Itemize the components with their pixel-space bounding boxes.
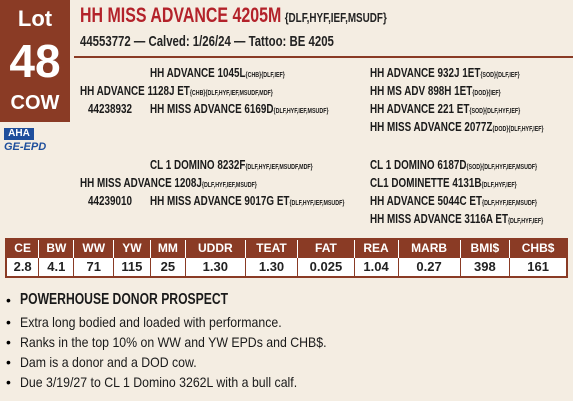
pedigree-name: CL 1 DOMINO 8232F (150, 157, 246, 172)
pedigree-tags: {CHB}{DLF,HYF,IEF,MSUDF,MDF} (189, 90, 273, 97)
epd-header: YW (113, 239, 151, 257)
epd-header: WW (73, 239, 115, 257)
pedigree-entry: HH ADVANCE 5044C ET{DLF,HYF,IEF,MSUDF} (370, 193, 537, 208)
lot-label: Lot (17, 6, 53, 31)
pedigree-name: CL 1 DOMINO 6187D (370, 157, 467, 172)
epd-value: 1.04 (353, 256, 399, 278)
header-line: HH MISS ADVANCE 4205M {DLF,HYF,IEF,MSUDF… (80, 4, 387, 28)
epd-value: 161 (509, 256, 568, 278)
pedigree-tags: {DOD}{IEF} (472, 90, 501, 97)
pedigree-entry: CL1 DOMINETTE 4131B{DLF,HYF,IEF} (370, 175, 517, 190)
pedigree-entry: CL 1 DOMINO 6187D{SOD}{DLF,HYF,IEF,MSUDF… (370, 157, 537, 172)
pedigree-entry: HH MS ADV 898H 1ET{DOD}{IEF} (370, 83, 501, 98)
notes-headline: POWERHOUSE DONOR PROSPECT (20, 291, 229, 308)
lot-number: 48 (9, 35, 61, 87)
epd-value: 0.025 (297, 256, 355, 278)
pedigree-name: CL1 DOMINETTE 4131B (370, 175, 482, 190)
pedigree-tags: {DLF,HYF,IEF,MSUDF} (201, 182, 257, 189)
lot-box: Lot 48 COW (0, 0, 70, 122)
pedigree-name: HH MISS ADVANCE 6169D (150, 101, 274, 116)
epd-header: MARB (398, 239, 461, 257)
bullet: • (6, 334, 11, 350)
epd-header: REA (354, 239, 399, 257)
pedigree-name: HH ADVANCE 1128J ET (80, 83, 190, 98)
pedigree-entry: HH ADVANCE 221 ET{SOD}{DLF,HYF,IEF} (370, 101, 520, 116)
pedigree-name: HH MISS ADVANCE 3116A ET (370, 211, 508, 226)
animal-name: HH MISS ADVANCE 4205M (80, 4, 282, 27)
pedigree-tags: {DLF,HYF,IEF,MSUDF,MDF} (245, 164, 313, 171)
pedigree-entry: HH ADVANCE 932J 1ET{SOD}{DLF,IEF} (370, 65, 520, 80)
epd-value: 115 (113, 256, 151, 278)
epd-header: CE (6, 239, 40, 257)
pedigree-name: HH MS ADV 898H 1ET (370, 83, 473, 98)
epd-header: CHB$ (509, 239, 568, 257)
epd-value: 4.1 (38, 256, 75, 278)
pedigree-tags: {DLF,HYF,IEF,MSUDF} (273, 108, 329, 115)
pedigree-tags: {CHB}{DLF,IEF} (245, 72, 285, 79)
pedigree-tags: {DLF,HYF,IEF} (507, 218, 544, 225)
epd-header-row: CE BW WW YW MM UDDR TEAT FAT REA MARB BMI$ CHB$ (6, 239, 568, 257)
animal-tags: {DLF,HYF,IEF,MSUDF} (284, 10, 387, 25)
pedigree-name: HH ADVANCE 932J 1ET (370, 65, 481, 80)
logo-ge-epd: GE-EPD (4, 141, 47, 153)
pedigree-tags: {SOD}{DLF,HYF,IEF} (469, 108, 521, 115)
bullet: • (6, 374, 11, 390)
pedigree-name: HH MISS ADVANCE 2077Z (370, 119, 493, 134)
logo-aha: AHA (4, 128, 34, 140)
pedigree-entry: CL 1 DOMINO 8232F{DLF,HYF,IEF,MSUDF,MDF} (150, 157, 313, 172)
epd-value: 25 (149, 256, 186, 278)
bullet: • (6, 314, 11, 330)
epd-header: UDDR (185, 239, 246, 257)
epd-value: 1.30 (244, 256, 299, 278)
pedigree-entry: HH MISS ADVANCE 6169D{DLF,HYF,IEF,MSUDF} (150, 101, 329, 116)
epd-value: 0.27 (397, 256, 461, 278)
pedigree-tags: {DOD}{DLF,HYF,IEF} (492, 126, 544, 133)
pedigree-name: HH ADVANCE 1045L (150, 65, 246, 80)
pedigree-tags: {DLF,HYF,IEF,MSUDF} (482, 200, 537, 207)
animal-details: 44553772 — Calved: 1/26/24 — Tattoo: BE … (80, 33, 334, 50)
pedigree-tags: {SOD}{DLF,IEF} (480, 72, 520, 79)
pedigree-entry: HH MISS ADVANCE 3116A ET{DLF,HYF,IEF} (370, 211, 543, 226)
epd-value: 398 (459, 256, 511, 278)
pedigree-tags: {DLF,HYF,IEF,MSUDF} (289, 200, 345, 207)
registration-number: 44239010 (88, 193, 132, 208)
epd-header: FAT (297, 239, 355, 257)
epd-header: BMI$ (460, 239, 511, 257)
pedigree-entry: HH MISS ADVANCE 2077Z{DOD}{DLF,HYF,IEF} (370, 119, 544, 134)
registration-number: 44238932 (88, 101, 132, 116)
epd-value: 71 (73, 256, 115, 278)
lot-sex: COW (10, 92, 60, 114)
divider (74, 56, 573, 58)
pedigree-tags: {SOD}{DLF,HYF,IEF,MSUDF} (466, 164, 538, 171)
pedigree-name: HH ADVANCE 221 ET (370, 101, 470, 116)
note-item: Ranks in the top 10% on WW and YW EPDs a… (20, 334, 327, 350)
epd-value-row: 2.8 4.1 71 115 25 1.30 1.30 0.025 1.04 0.27 398 161 (5, 256, 568, 278)
pedigree-entry: HH MISS ADVANCE 1208J{DLF,HYF,IEF,MSUDF} (80, 175, 257, 190)
pedigree-name: HH MISS ADVANCE 1208J (80, 175, 202, 190)
pedigree-entry: HH MISS ADVANCE 9017G ET{DLF,HYF,IEF,MSU… (150, 193, 344, 208)
bullet: • (6, 292, 11, 308)
note-item: Dam is a donor and a DOD cow. (20, 354, 197, 370)
note-item: Due 3/19/27 to CL 1 Domino 3262L with a … (20, 374, 298, 390)
pedigree-name: HH ADVANCE 5044C ET (370, 193, 483, 208)
epd-table: CE BW WW YW MM UDDR TEAT FAT REA MARB BMI$ CHB$ 2.8… (5, 238, 568, 278)
pedigree-name: HH MISS ADVANCE 9017G ET (150, 193, 290, 208)
note-item: Extra long bodied and loaded with perfor… (20, 314, 282, 330)
pedigree-entry: HH ADVANCE 1045L{CHB}{DLF,IEF} (150, 65, 285, 80)
epd-header: BW (38, 239, 75, 257)
pedigree-tags: {DLF,HYF,IEF} (481, 182, 517, 189)
epd-header: MM (150, 239, 186, 257)
epd-header: TEAT (245, 239, 299, 257)
epd-value: 2.8 (5, 256, 40, 278)
epd-value: 1.30 (184, 256, 246, 278)
pedigree-entry: HH ADVANCE 1128J ET{CHB}{DLF,HYF,IEF,MSU… (80, 83, 273, 98)
bullet: • (6, 354, 11, 370)
